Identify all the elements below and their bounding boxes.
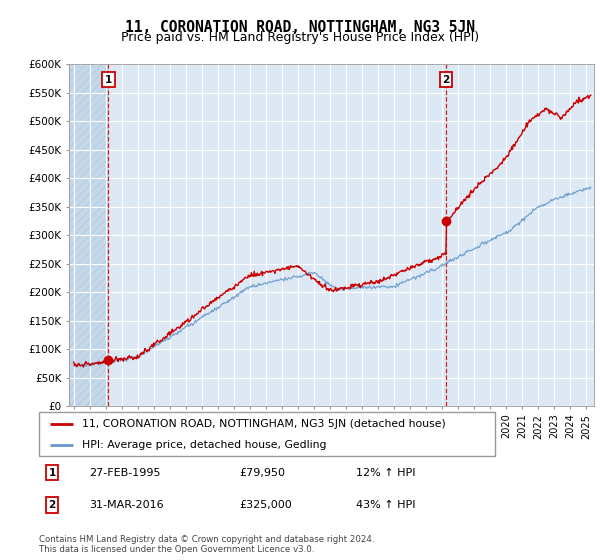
Text: Contains HM Land Registry data © Crown copyright and database right 2024.
This d: Contains HM Land Registry data © Crown c… [39, 535, 374, 554]
Text: 1: 1 [49, 468, 56, 478]
Text: 1: 1 [105, 75, 112, 85]
Text: 43% ↑ HPI: 43% ↑ HPI [356, 500, 415, 510]
Text: 27-FEB-1995: 27-FEB-1995 [89, 468, 161, 478]
Text: £325,000: £325,000 [239, 500, 292, 510]
Text: 11, CORONATION ROAD, NOTTINGHAM, NG3 5JN (detached house): 11, CORONATION ROAD, NOTTINGHAM, NG3 5JN… [82, 419, 446, 429]
Text: 11, CORONATION ROAD, NOTTINGHAM, NG3 5JN: 11, CORONATION ROAD, NOTTINGHAM, NG3 5JN [125, 20, 475, 35]
Text: Price paid vs. HM Land Registry's House Price Index (HPI): Price paid vs. HM Land Registry's House … [121, 31, 479, 44]
Text: £79,950: £79,950 [239, 468, 286, 478]
Text: 2: 2 [49, 500, 56, 510]
Text: 2: 2 [442, 75, 449, 85]
Text: 31-MAR-2016: 31-MAR-2016 [89, 500, 164, 510]
Text: HPI: Average price, detached house, Gedling: HPI: Average price, detached house, Gedl… [82, 440, 327, 450]
Text: 12% ↑ HPI: 12% ↑ HPI [356, 468, 415, 478]
FancyBboxPatch shape [39, 412, 495, 456]
